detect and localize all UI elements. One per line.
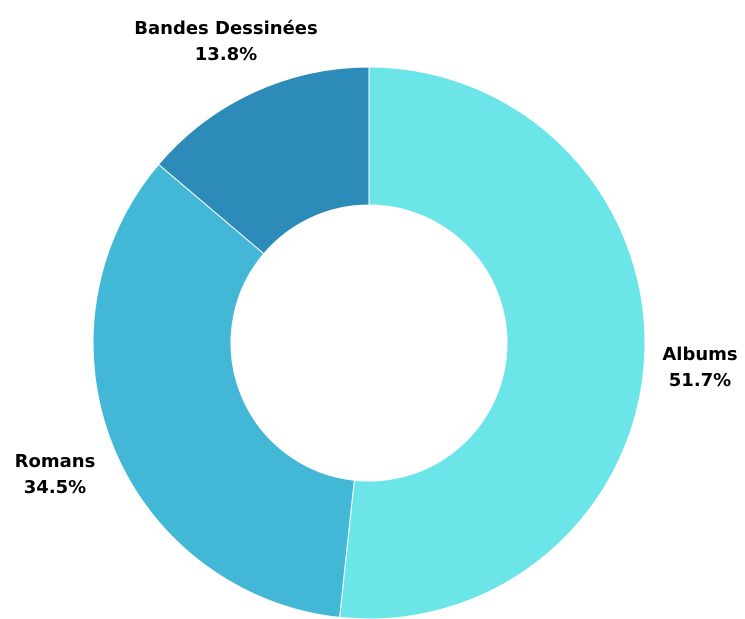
slice-albums — [339, 66, 646, 619]
donut-slices — [92, 66, 646, 619]
slice-label-romans-name: Romans — [15, 451, 96, 472]
slice-labels: Albums 51.7% Romans 34.5% Bandes Dessiné… — [15, 18, 738, 498]
slice-label-romans-value: 34.5% — [24, 477, 86, 498]
slice-label-albums-name: Albums — [662, 344, 737, 365]
slice-romans — [92, 163, 355, 618]
slice-label-bandes-dessinees-name: Bandes Dessinées — [134, 18, 317, 39]
slice-bandes-dessinees — [157, 66, 370, 255]
slice-label-bandes-dessinees-value: 13.8% — [195, 44, 257, 65]
slice-label-albums-value: 51.7% — [669, 370, 731, 391]
